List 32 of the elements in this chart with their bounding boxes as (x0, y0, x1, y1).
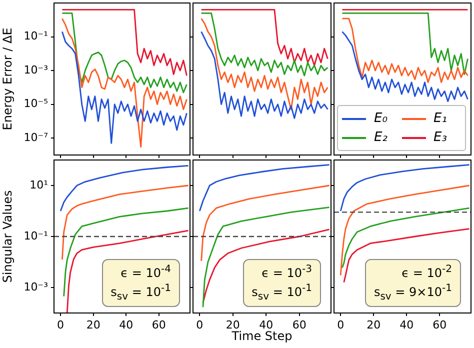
x-tick-label: 40 (119, 318, 134, 332)
x-tick-label: 20 (366, 318, 381, 332)
y-tick-label: 10⁻⁷ (24, 130, 48, 144)
legend-label: E₁ (434, 111, 447, 126)
legend-label: E₃ (434, 130, 447, 145)
y-tick-label: 10⁻¹ (24, 229, 48, 242)
y-tick-label: 10⁻³ (24, 63, 48, 76)
legend-label: E₀ (374, 111, 388, 126)
annotation: ϵ = 10$^{-2}$ (400, 262, 452, 281)
y-tick-label: 10⁻¹ (24, 30, 48, 43)
y-tick-label: 10⁻³ (24, 280, 48, 294)
x-tick-label: 40 (400, 318, 414, 332)
x-axis-title: Time Step (230, 328, 292, 343)
x-tick-label: 60 (432, 318, 447, 332)
x-tick-label: 0 (337, 318, 344, 332)
x-tick-label: 60 (292, 318, 306, 332)
legend-label: E₂ (374, 130, 388, 145)
annotation: ϵ = 10$^{-4}$ (120, 262, 171, 281)
y-tick-label: 10⁻⁵ (24, 97, 48, 110)
annotation: s$_{sv}$ = 9×10$^{-1}$ (374, 282, 452, 304)
x-tick-label: 20 (226, 318, 240, 332)
x-tick-label: 0 (196, 318, 204, 332)
y-axis-title: Energy Error / ΔE (0, 28, 14, 130)
annotation: s$_{sv}$ = 10$^{-1}$ (110, 282, 171, 304)
y-axis-title: Singular Values (0, 190, 14, 283)
annotation: s$_{sv}$ = 10$^{-1}$ (252, 282, 312, 304)
x-tick-label: 0 (57, 318, 64, 332)
x-tick-label: 40 (259, 318, 274, 332)
x-tick-label: 60 (152, 318, 166, 332)
y-tick-label: 10¹ (30, 178, 48, 192)
annotation: ϵ = 10$^{-3}$ (260, 262, 312, 281)
x-tick-label: 20 (86, 318, 100, 332)
